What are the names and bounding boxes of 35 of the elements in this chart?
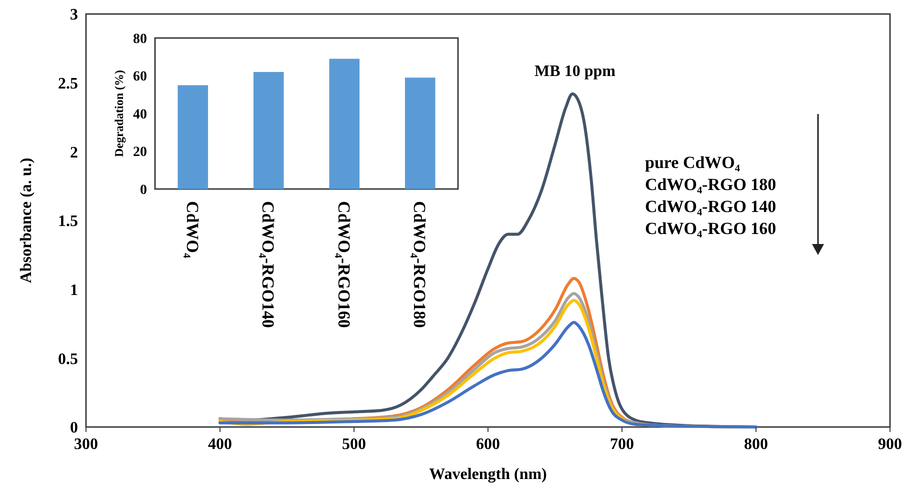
y-tick-label: 1: [70, 282, 78, 299]
x-tick-label: 300: [74, 436, 98, 453]
y-tick-label: 0.5: [58, 350, 78, 368]
x-tick-label: 700: [610, 436, 634, 453]
annotation: CdWO₄-RGO 180: [645, 175, 776, 194]
annotation: pure CdWO₄: [645, 153, 740, 172]
y-tick-label: 3: [70, 6, 78, 24]
y-axis-title: Absorbance (a. u.): [18, 158, 35, 284]
y-axis-title: Degradation (%): [112, 70, 126, 157]
x-tick-label: 600: [476, 436, 500, 453]
y-tick-label: 2.5: [58, 75, 78, 92]
y-tick-label: 80: [133, 32, 147, 47]
y-tick-label: 40: [133, 107, 147, 122]
y-tick-label: 2: [70, 144, 78, 162]
bar: [404, 78, 436, 189]
bar: [329, 58, 360, 189]
x-tick-label: 900: [878, 436, 902, 453]
x-tick-label: 400: [208, 436, 232, 453]
y-tick-label: 1.5: [58, 213, 78, 230]
x-axis-title: Wavelength (nm): [429, 466, 547, 483]
annotation: MB 10 ppm: [534, 63, 616, 80]
y-tick-label: 0: [140, 182, 147, 198]
bar: [253, 72, 284, 189]
annotation: CdWO₄-RGO 160: [645, 219, 776, 238]
x-tick-label: CdWO₄-RGO180: [410, 201, 430, 328]
x-tick-label: 500: [342, 436, 366, 453]
y-tick-label: 0: [70, 420, 78, 437]
bar: [178, 85, 208, 189]
x-tick-label: CdWO₄: [182, 201, 202, 258]
x-tick-label: CdWO₄-RGO160: [334, 201, 354, 328]
annotation: CdWO₄-RGO 140: [645, 197, 776, 216]
y-tick-label: 60: [133, 70, 147, 85]
y-tick-label: 20: [133, 145, 147, 160]
x-tick-label: CdWO₄-RGO140: [258, 201, 278, 328]
x-tick-label: 800: [744, 436, 768, 453]
